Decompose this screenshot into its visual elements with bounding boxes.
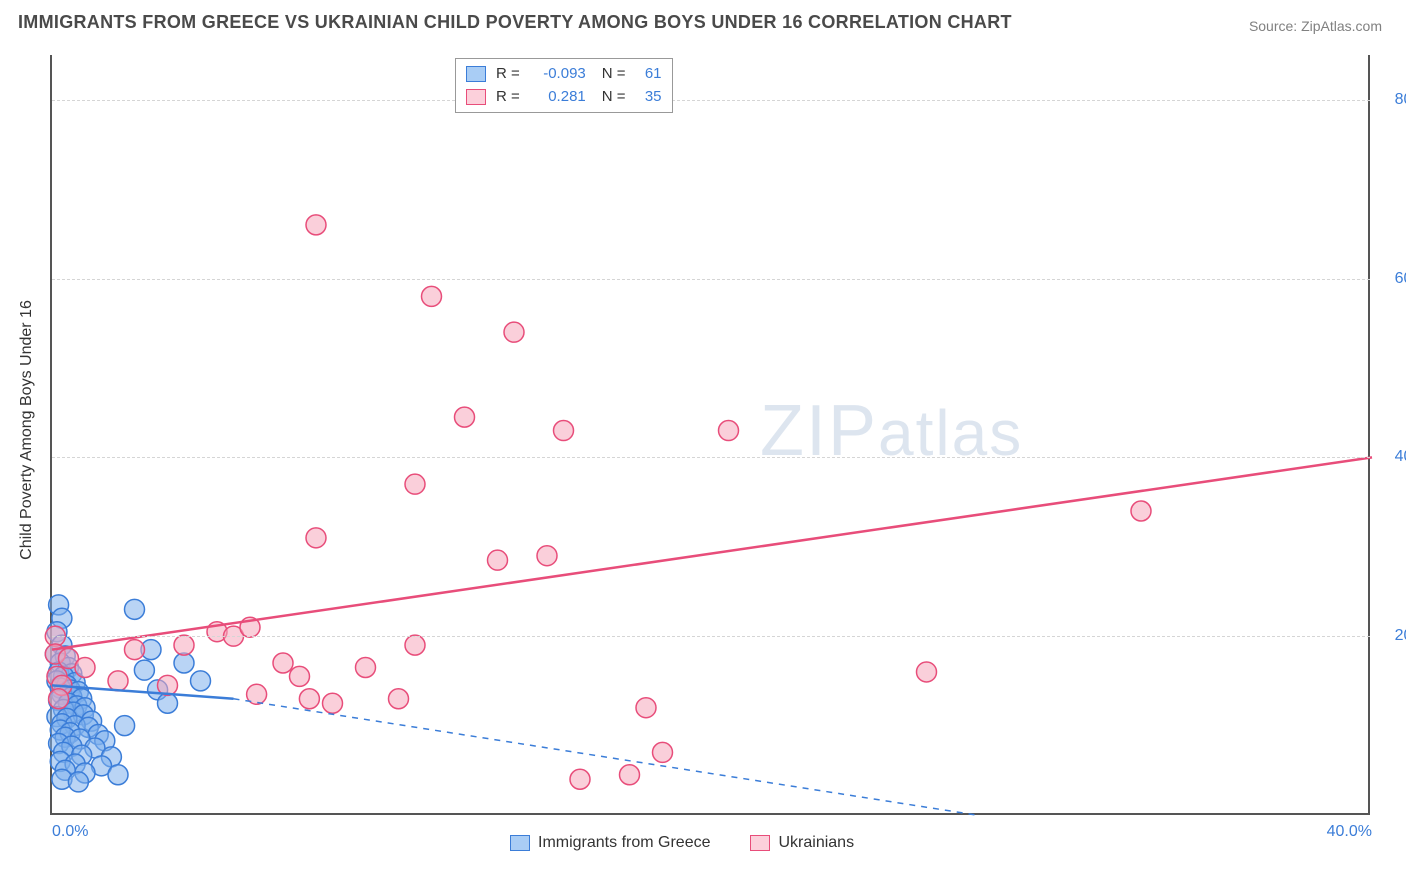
scatter-point-greece — [68, 772, 88, 792]
n-label: N = — [602, 63, 626, 86]
trend-line-ukrainians — [52, 457, 1372, 649]
n-value-ukrainians: 35 — [632, 86, 662, 109]
scatter-point-ukrainians — [554, 421, 574, 441]
scatter-point-ukrainians — [174, 635, 194, 655]
ytick-label: 80.0% — [1380, 91, 1406, 109]
scatter-point-ukrainians — [405, 474, 425, 494]
scatter-point-ukrainians — [306, 215, 326, 235]
legend-bottom-swatch-ukrainians — [750, 835, 770, 851]
scatter-point-greece — [174, 653, 194, 673]
r-value-ukrainians: 0.281 — [526, 86, 586, 109]
y-axis-label: Child Poverty Among Boys Under 16 — [18, 300, 36, 560]
gridline — [52, 279, 1370, 280]
chart-container: IMMIGRANTS FROM GREECE VS UKRAINIAN CHIL… — [0, 0, 1406, 892]
scatter-point-ukrainians — [719, 421, 739, 441]
legend-stats-row-greece: R = -0.093 N = 61 — [466, 63, 662, 86]
scatter-point-greece — [125, 599, 145, 619]
scatter-point-ukrainians — [299, 689, 319, 709]
r-value-greece: -0.093 — [526, 63, 586, 86]
scatter-point-ukrainians — [75, 657, 95, 677]
scatter-point-greece — [115, 716, 135, 736]
scatter-point-ukrainians — [570, 769, 590, 789]
plot-area: 20.0%40.0%60.0%80.0%0.0%40.0% — [50, 55, 1370, 815]
n-label-2: N = — [602, 86, 626, 109]
legend-bottom-label-ukrainians: Ukrainians — [778, 834, 854, 852]
scatter-point-ukrainians — [488, 550, 508, 570]
plot-svg — [52, 55, 1370, 813]
n-value-greece: 61 — [632, 63, 662, 86]
trend-line-dash-greece — [234, 699, 977, 815]
scatter-point-greece — [158, 693, 178, 713]
scatter-point-ukrainians — [108, 671, 128, 691]
gridline — [52, 457, 1370, 458]
scatter-point-ukrainians — [1131, 501, 1151, 521]
scatter-point-greece — [108, 765, 128, 785]
legend-bottom-item-ukrainians: Ukrainians — [750, 834, 854, 852]
scatter-point-ukrainians — [455, 407, 475, 427]
scatter-point-ukrainians — [49, 689, 69, 709]
scatter-point-greece — [191, 671, 211, 691]
r-label-2: R = — [496, 86, 520, 109]
scatter-point-ukrainians — [504, 322, 524, 342]
scatter-point-ukrainians — [653, 742, 673, 762]
scatter-point-ukrainians — [290, 666, 310, 686]
scatter-point-ukrainians — [356, 657, 376, 677]
legend-bottom: Immigrants from Greece Ukrainians — [510, 834, 854, 852]
legend-swatch-greece — [466, 66, 486, 82]
legend-stats-box: R = -0.093 N = 61 R = 0.281 N = 35 — [455, 58, 673, 113]
gridline — [52, 636, 1370, 637]
scatter-point-ukrainians — [306, 528, 326, 548]
chart-title: IMMIGRANTS FROM GREECE VS UKRAINIAN CHIL… — [18, 12, 1012, 33]
legend-swatch-ukrainians — [466, 89, 486, 105]
scatter-point-ukrainians — [405, 635, 425, 655]
scatter-point-greece — [134, 660, 154, 680]
legend-bottom-swatch-greece — [510, 835, 530, 851]
source-label: Source: ZipAtlas.com — [1249, 18, 1382, 34]
scatter-point-ukrainians — [636, 698, 656, 718]
scatter-point-ukrainians — [620, 765, 640, 785]
legend-bottom-item-greece: Immigrants from Greece — [510, 834, 710, 852]
xtick-label: 0.0% — [52, 823, 88, 841]
scatter-point-ukrainians — [917, 662, 937, 682]
scatter-point-ukrainians — [422, 286, 442, 306]
scatter-point-ukrainians — [125, 640, 145, 660]
ytick-label: 40.0% — [1380, 448, 1406, 466]
scatter-point-ukrainians — [537, 546, 557, 566]
ytick-label: 20.0% — [1380, 627, 1406, 645]
ytick-label: 60.0% — [1380, 270, 1406, 288]
scatter-point-ukrainians — [323, 693, 343, 713]
scatter-point-ukrainians — [389, 689, 409, 709]
xtick-label: 40.0% — [1327, 823, 1372, 841]
scatter-point-ukrainians — [273, 653, 293, 673]
legend-bottom-label-greece: Immigrants from Greece — [538, 834, 710, 852]
legend-stats-row-ukrainians: R = 0.281 N = 35 — [466, 86, 662, 109]
gridline — [52, 100, 1370, 101]
r-label: R = — [496, 63, 520, 86]
